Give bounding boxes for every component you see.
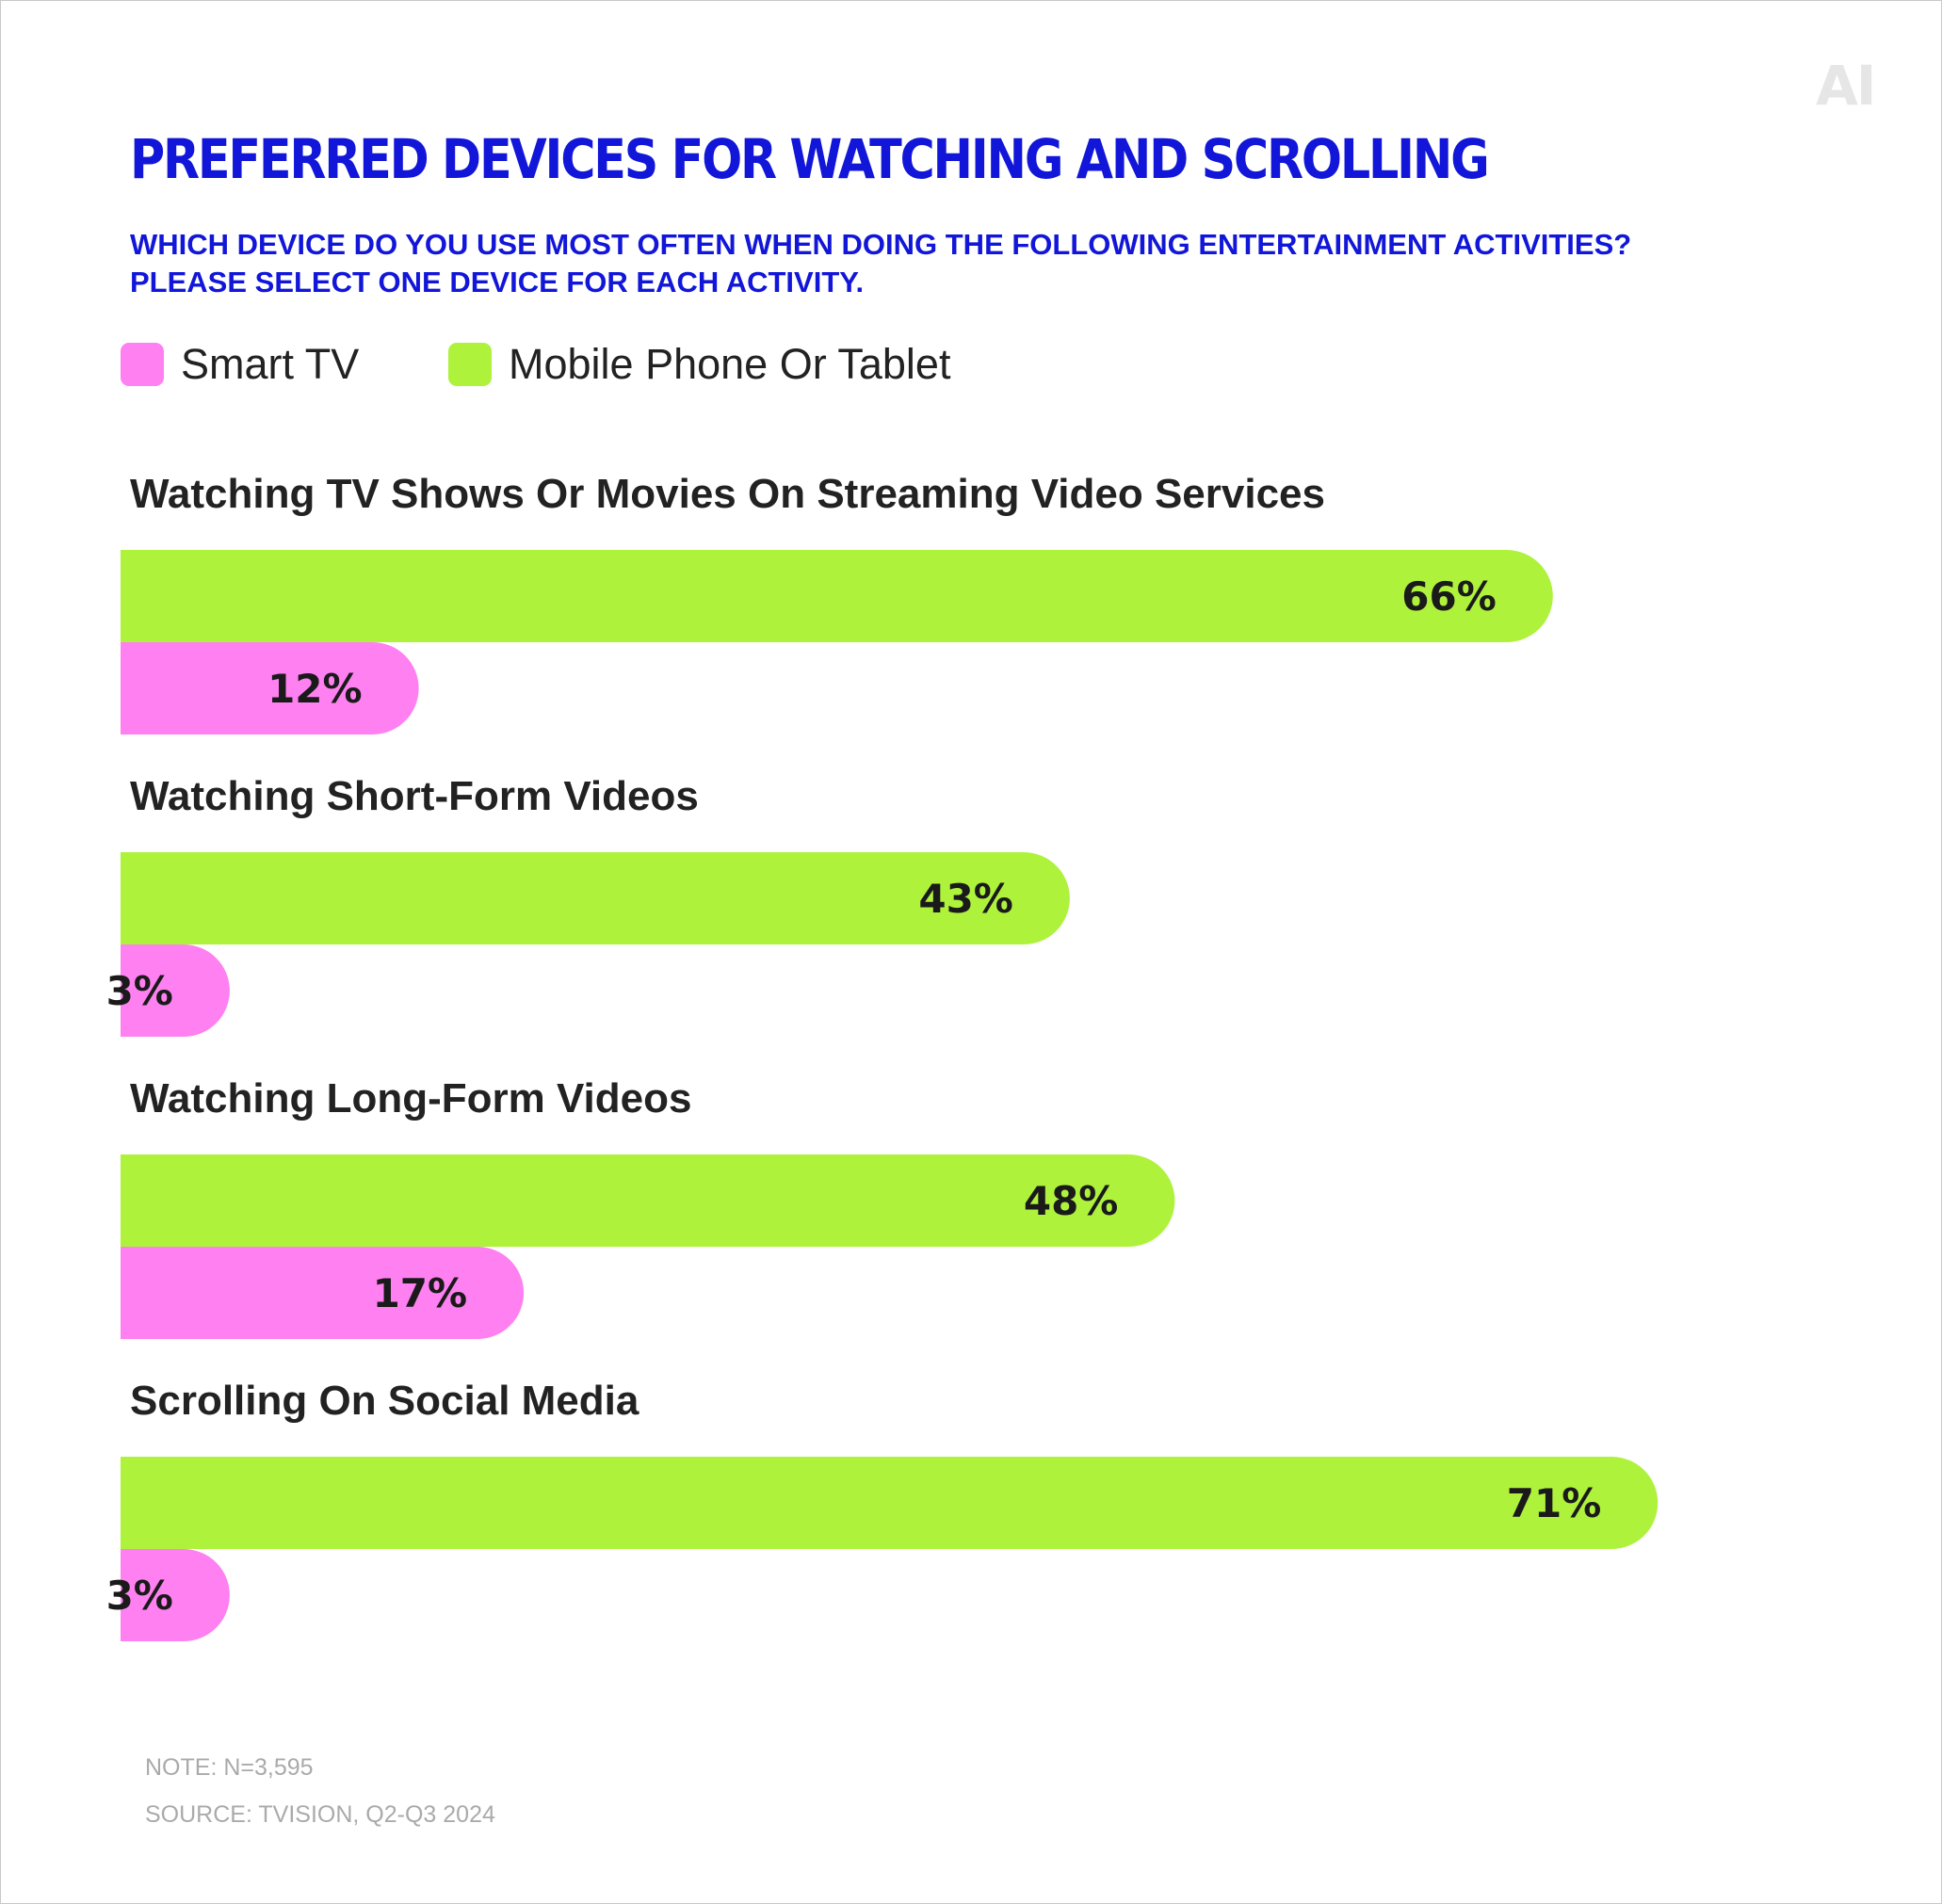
chart-title: PREFERRED DEVICES FOR WATCHING AND SCROL… [130,127,1490,191]
category-label-2: Watching Long-Form Videos [130,1075,691,1121]
value-label-mobile-3: 71% [1507,1480,1602,1526]
bar-smart-tv-2 [121,1247,525,1339]
legend-swatch-mobile [448,343,492,386]
bar-smart-tv-0 [121,642,419,734]
value-label-smart-tv-2: 17% [373,1270,468,1316]
value-label-smart-tv-3: 3% [106,1573,173,1619]
value-label-mobile-0: 66% [1401,573,1497,620]
category-label-3: Scrolling On Social Media [130,1378,639,1424]
note-text: NOTE: N=3,595 [145,1754,314,1781]
bar-mobile-2 [121,1154,1175,1247]
bar-mobile-0 [121,550,1553,642]
bar-mobile-1 [121,852,1070,944]
legend-label-mobile: Mobile Phone Or Tablet [509,340,951,388]
value-label-smart-tv-1: 3% [106,968,173,1014]
bar-chart: Watching TV Shows Or Movies On Streaming… [106,471,1659,1641]
value-label-mobile-2: 48% [1024,1178,1119,1224]
bar-smart-tv-3 [121,1549,230,1641]
legend-label-smart-tv: Smart TV [181,340,360,388]
source-text: SOURCE: TVISION, Q2-Q3 2024 [145,1801,495,1828]
value-label-mobile-1: 43% [918,876,1013,922]
bar-mobile-3 [121,1457,1659,1549]
category-label-1: Watching Short-Form Videos [130,773,699,819]
legend-swatch-smart-tv [121,343,164,386]
chart-subtitle: WHICH DEVICE DO YOU USE MOST OFTEN WHEN … [130,228,1632,299]
brand-logo: AI [1816,54,1876,118]
value-label-smart-tv-0: 12% [267,666,363,712]
category-label-0: Watching TV Shows Or Movies On Streaming… [130,471,1325,517]
bar-smart-tv-1 [121,944,230,1037]
